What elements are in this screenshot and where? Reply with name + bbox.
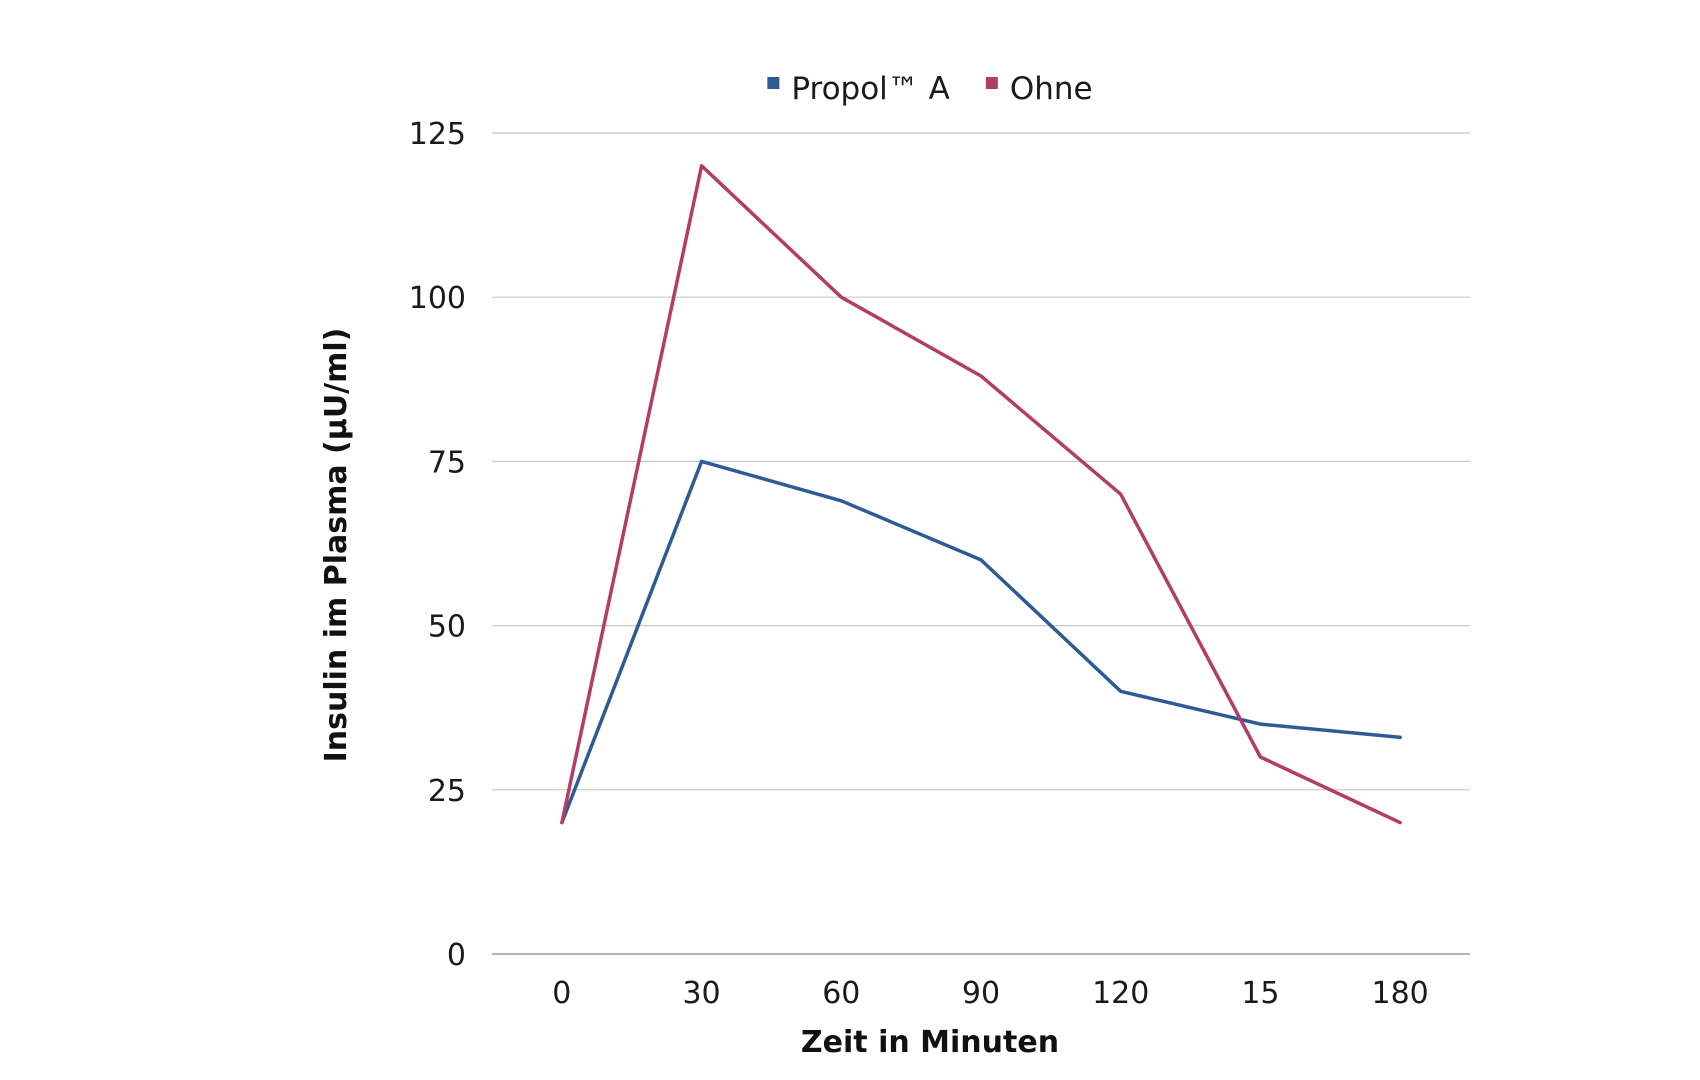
data-point xyxy=(1258,722,1262,726)
y-tick-label: 50 xyxy=(428,610,466,645)
gridlines xyxy=(492,132,1470,955)
data-point xyxy=(1119,689,1123,693)
data-point xyxy=(700,459,704,463)
legend-label: Propol™ A xyxy=(791,71,950,107)
legend-swatch xyxy=(767,77,780,89)
y-tick-label: 75 xyxy=(428,445,466,480)
x-tick-label: 15 xyxy=(1241,976,1279,1011)
x-tick-label: 90 xyxy=(962,976,1000,1011)
series-line-1 xyxy=(560,459,1402,825)
x-axis-title: Zeit in Minuten xyxy=(801,1025,1059,1060)
legend-item: Ohne xyxy=(985,71,1093,107)
y-tick-label: 25 xyxy=(428,774,466,809)
legend-label: Ohne xyxy=(1010,71,1093,107)
data-point xyxy=(1258,755,1262,759)
legend-swatch xyxy=(985,77,998,89)
y-axis-title: Insulin im Plasma (µU/ml) xyxy=(319,328,354,763)
x-tick-label: 30 xyxy=(682,976,720,1011)
x-tick-label: 180 xyxy=(1372,976,1429,1011)
legend: Propol™ A Ohne xyxy=(767,71,1093,107)
y-tick-label: 100 xyxy=(409,281,466,316)
data-point xyxy=(1119,492,1123,496)
data-point xyxy=(560,821,564,825)
series-group xyxy=(560,164,1402,825)
data-point xyxy=(700,164,704,168)
data-point xyxy=(979,558,983,562)
legend-item: Propol™ A xyxy=(767,71,950,107)
x-tick-label: 0 xyxy=(552,976,571,1011)
y-axis-ticks: 0 25 50 75 100 125 xyxy=(409,117,466,973)
y-tick-label: 125 xyxy=(409,117,466,152)
data-point xyxy=(839,499,843,503)
data-point xyxy=(839,295,843,299)
data-point xyxy=(979,374,983,378)
x-axis-ticks: 0 30 60 90 120 15 180 xyxy=(552,976,1428,1011)
x-tick-label: 120 xyxy=(1092,976,1149,1011)
data-point xyxy=(1398,821,1402,825)
y-tick-label: 0 xyxy=(447,938,466,973)
data-point xyxy=(1398,735,1402,739)
x-tick-label: 60 xyxy=(822,976,860,1011)
